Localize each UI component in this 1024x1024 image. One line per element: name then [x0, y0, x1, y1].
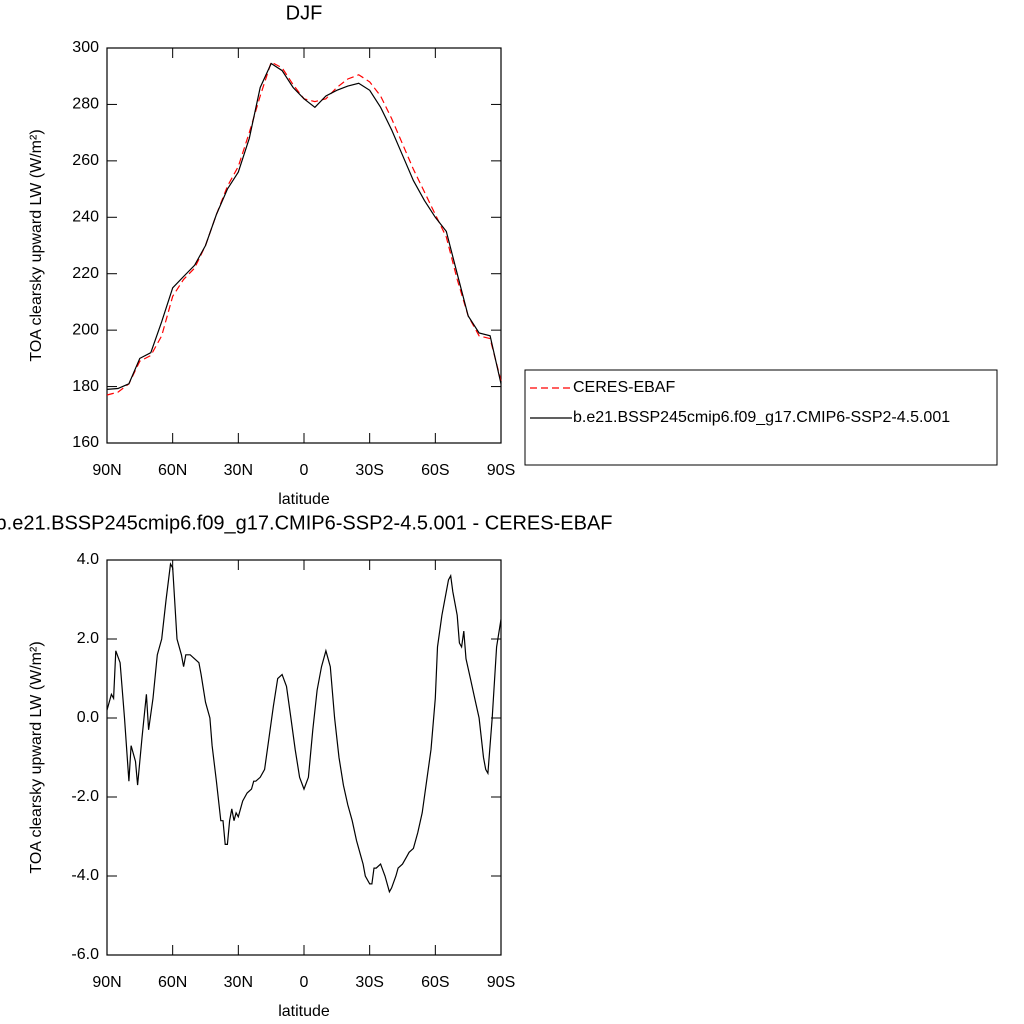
x-axis-label: latitude — [278, 491, 330, 508]
x-tick-label: 0 — [300, 974, 309, 991]
y-tick-label: 260 — [72, 152, 99, 169]
x-tick-label: 90S — [487, 462, 515, 479]
y-tick-label: 160 — [72, 434, 99, 451]
x-tick-label: 30N — [224, 462, 253, 479]
x-tick-label: 30N — [224, 974, 253, 991]
y-tick-label: 280 — [72, 96, 99, 113]
y-tick-label: -6.0 — [71, 946, 99, 963]
panel: b.e21.BSSP245cmip6.f09_g17.CMIP6-SSP2-4.… — [0, 512, 612, 1020]
x-tick-label: 0 — [300, 462, 309, 479]
data-line — [106, 61, 502, 396]
chart-title: DJF — [286, 2, 323, 24]
legend-box — [524, 369, 998, 466]
x-tick-label: 60S — [421, 462, 449, 479]
chart-title: b.e21.BSSP245cmip6.f09_g17.CMIP6-SSP2-4.… — [0, 512, 612, 534]
y-tick-label: 300 — [72, 39, 99, 56]
plot-frame — [106, 559, 502, 956]
x-tick-label: 30S — [355, 462, 383, 479]
data-line — [106, 62, 502, 390]
y-tick-label: 180 — [72, 378, 99, 395]
x-tick-label: 90N — [92, 974, 121, 991]
x-tick-label: 30S — [355, 974, 383, 991]
y-tick-label: 220 — [72, 265, 99, 282]
y-tick-label: 2.0 — [77, 630, 99, 647]
x-tick-label: 90N — [92, 462, 121, 479]
panel: DJF latitude TOA clearsky upward LW (W/m²)… — [28, 2, 998, 508]
x-tick-label: 60N — [158, 462, 187, 479]
x-tick-label: 60N — [158, 974, 187, 991]
plot-frame — [106, 47, 502, 444]
x-tick-label: 90S — [487, 974, 515, 991]
legend-label: CERES-EBAF — [573, 379, 675, 396]
data-line — [106, 562, 502, 894]
y-tick-label: -2.0 — [71, 788, 99, 805]
y-axis-label: TOA clearsky upward LW (W/m²) — [28, 129, 45, 361]
y-tick-label: 4.0 — [77, 551, 99, 568]
y-tick-label: 240 — [72, 209, 99, 226]
y-tick-label: -4.0 — [71, 867, 99, 884]
y-tick-label: 0.0 — [77, 709, 99, 726]
x-tick-label: 60S — [421, 974, 449, 991]
y-axis-label: TOA clearsky upward LW (W/m²) — [28, 641, 45, 873]
x-axis-label: latitude — [278, 1003, 330, 1020]
legend-label: b.e21.BSSP245cmip6.f09_g17.CMIP6-SSP2-4.… — [573, 409, 950, 426]
y-tick-label: 200 — [72, 321, 99, 338]
